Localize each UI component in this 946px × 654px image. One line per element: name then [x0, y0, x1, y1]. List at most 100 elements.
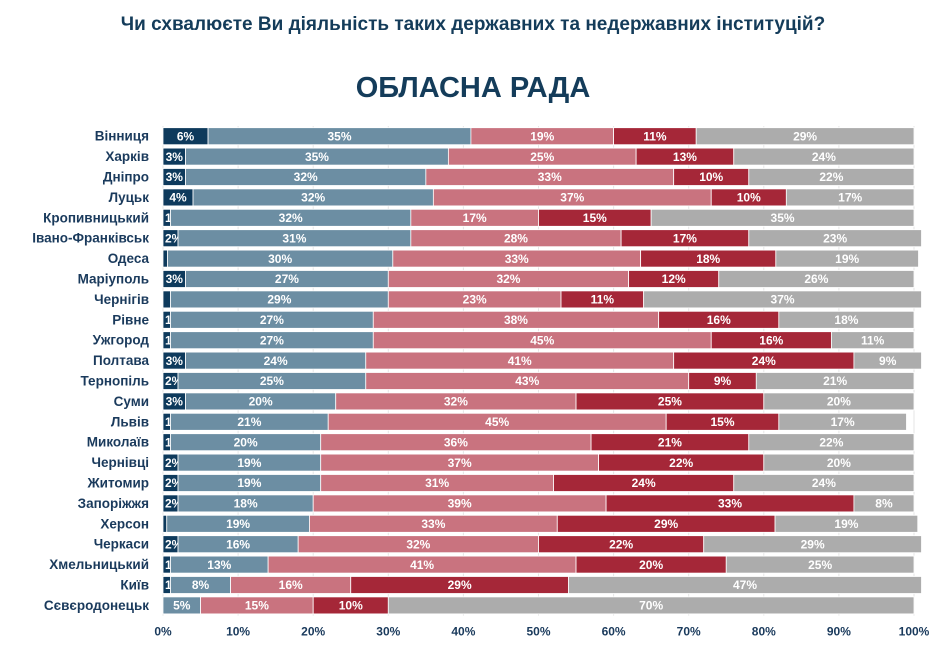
bar-segment	[733, 474, 915, 492]
data-label: 23%	[463, 293, 487, 307]
data-label: 15%	[245, 599, 269, 613]
category-label: Івано-Франківськ	[32, 231, 149, 246]
category-label: Сєвєродонецьк	[44, 598, 149, 613]
data-label: 11%	[861, 333, 885, 347]
data-label: 29%	[801, 537, 825, 551]
data-label: 32%	[444, 395, 468, 409]
bar-segment	[778, 310, 915, 329]
category-label: Луцьк	[109, 190, 150, 205]
data-label: 25%	[658, 395, 682, 409]
data-label: 24%	[812, 476, 836, 490]
data-label: 5%	[173, 599, 191, 613]
data-label: 36%	[444, 435, 468, 449]
data-label: 22%	[819, 435, 843, 449]
x-tick-label: 20%	[301, 625, 325, 639]
data-label: 29%	[448, 578, 472, 592]
bar-segment	[778, 412, 907, 431]
data-label: 43%	[515, 374, 539, 388]
data-label: 41%	[508, 354, 532, 368]
data-label: 25%	[808, 558, 832, 572]
data-label: 33%	[538, 170, 562, 184]
data-label: 41%	[410, 558, 434, 572]
category-label: Львів	[111, 414, 149, 429]
bar-segment	[733, 147, 915, 166]
data-label: 21%	[237, 415, 261, 429]
data-label: 31%	[282, 231, 306, 245]
data-label: 32%	[406, 537, 430, 551]
data-label: 15%	[710, 415, 734, 429]
category-label: Хмельницький	[49, 557, 149, 572]
data-label: 18%	[234, 497, 258, 511]
bar-segment	[755, 372, 915, 390]
data-label: 20%	[827, 456, 851, 470]
data-label: 19%	[530, 129, 554, 143]
data-label: 17%	[673, 231, 697, 245]
bar-segment	[387, 596, 915, 615]
data-label: 20%	[827, 395, 851, 409]
category-label: Київ	[120, 578, 149, 593]
data-label: 37%	[771, 293, 795, 307]
bar-segment	[748, 168, 915, 186]
data-label: 27%	[260, 313, 284, 327]
category-label: Вінниця	[95, 129, 149, 144]
data-label: 3%	[166, 170, 184, 184]
data-label: 22%	[819, 170, 843, 184]
bar-segment	[775, 249, 919, 268]
data-label: 10%	[737, 191, 761, 205]
category-label: Запоріжжя	[78, 496, 149, 511]
data-label: 3%	[166, 354, 184, 368]
data-label: 4%	[169, 191, 187, 205]
data-label: 11%	[591, 293, 615, 307]
category-label: Суми	[114, 394, 149, 409]
bar-segment	[763, 453, 915, 472]
bar-segment	[785, 188, 915, 207]
data-label: 39%	[448, 497, 472, 511]
category-label: Рівне	[112, 312, 149, 327]
data-label: 16%	[759, 333, 783, 347]
category-label: Харків	[105, 149, 149, 164]
data-label: 16%	[279, 578, 303, 592]
data-label: 21%	[823, 374, 847, 388]
data-label: 31%	[425, 476, 449, 490]
bar-segment	[162, 514, 168, 533]
data-label: 47%	[733, 578, 757, 592]
data-label: 33%	[421, 517, 445, 531]
data-label: 20%	[234, 435, 258, 449]
data-label: 37%	[560, 191, 584, 205]
data-label: 32%	[279, 211, 303, 225]
category-label: Тернопіль	[80, 374, 149, 389]
data-label: 16%	[226, 537, 250, 551]
data-label: 70%	[639, 599, 663, 613]
data-label: 3%	[166, 395, 184, 409]
data-label: 22%	[669, 456, 693, 470]
bar-segment	[703, 535, 922, 554]
x-tick-label: 100%	[899, 625, 930, 639]
data-label: 24%	[752, 354, 776, 368]
data-label: 21%	[658, 435, 682, 449]
data-label: 9%	[879, 354, 897, 368]
data-label: 45%	[530, 333, 554, 347]
data-label: 35%	[327, 129, 351, 143]
data-label: 38%	[504, 313, 528, 327]
data-label: 3%	[166, 272, 184, 286]
x-tick-label: 90%	[827, 625, 851, 639]
data-label: 35%	[771, 211, 795, 225]
data-label: 32%	[496, 272, 520, 286]
x-tick-label: 80%	[752, 625, 776, 639]
data-label: 28%	[504, 231, 528, 245]
data-label: 19%	[237, 476, 261, 490]
data-label: 17%	[463, 211, 487, 225]
data-label: 27%	[275, 272, 299, 286]
data-label: 23%	[823, 231, 847, 245]
data-label: 25%	[260, 374, 284, 388]
bar-segment	[748, 433, 915, 452]
bar-segment	[748, 229, 922, 248]
bar-segment	[650, 208, 915, 227]
data-label: 19%	[834, 517, 858, 531]
data-label: 17%	[831, 415, 855, 429]
data-label: 13%	[207, 558, 231, 572]
x-tick-label: 30%	[376, 625, 400, 639]
data-label: 18%	[834, 313, 858, 327]
bar-segment	[774, 514, 919, 533]
bar-segment	[763, 392, 915, 411]
